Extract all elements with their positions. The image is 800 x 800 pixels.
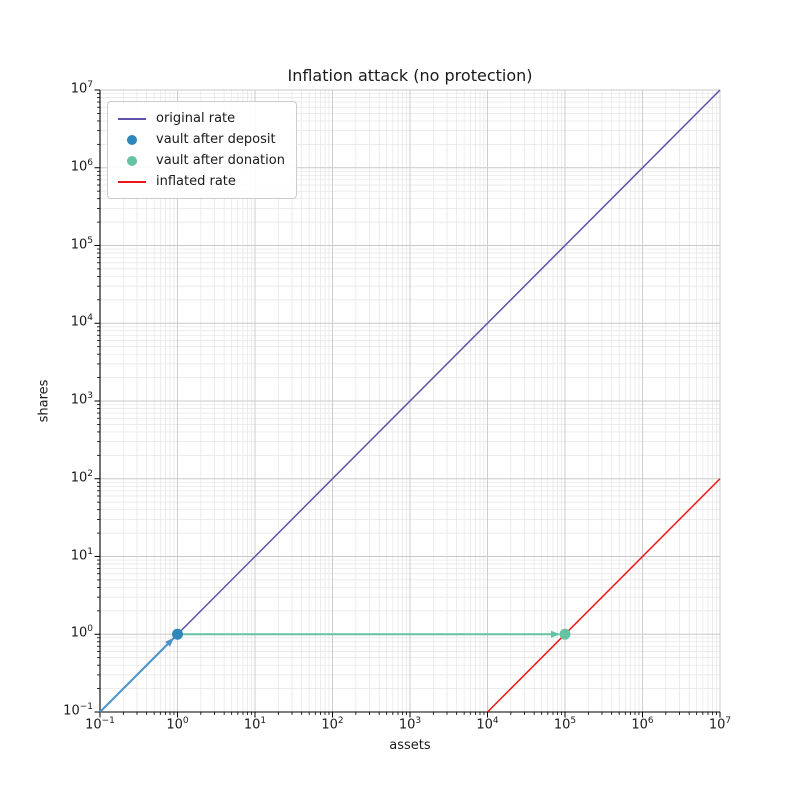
series-lines bbox=[99, 89, 721, 713]
original-rate-line bbox=[99, 89, 721, 713]
legend-dot-swatch bbox=[117, 134, 147, 145]
legend-label: vault after donation bbox=[156, 153, 285, 168]
annotation-arrows bbox=[99, 630, 560, 713]
axes-spines-and-ticks bbox=[94, 89, 721, 718]
legend-item: original rate bbox=[117, 108, 285, 129]
legend-line-swatch bbox=[117, 117, 147, 120]
legend-label: inflated rate bbox=[156, 174, 236, 189]
vault-after-deposit-point bbox=[172, 628, 183, 640]
legend: original rate vault after deposit vault af… bbox=[107, 101, 297, 199]
legend-dot-swatch bbox=[117, 155, 147, 166]
legend-label: original rate bbox=[156, 111, 236, 126]
x-axis-label: assets bbox=[389, 738, 431, 753]
legend-label: vault after deposit bbox=[156, 132, 276, 147]
y-axis-label: shares bbox=[36, 379, 52, 423]
vault-after-donation-point bbox=[559, 628, 571, 640]
series-points bbox=[172, 628, 571, 640]
deposit-arrow bbox=[99, 637, 174, 713]
legend-line-swatch bbox=[117, 180, 147, 183]
legend-item: vault after donation bbox=[117, 150, 285, 171]
legend-item: inflated rate bbox=[117, 171, 285, 192]
legend-item: vault after deposit bbox=[117, 129, 285, 150]
chart-title: Inflation attack (no protection) bbox=[287, 66, 533, 85]
inflated-rate-line bbox=[486, 478, 721, 713]
